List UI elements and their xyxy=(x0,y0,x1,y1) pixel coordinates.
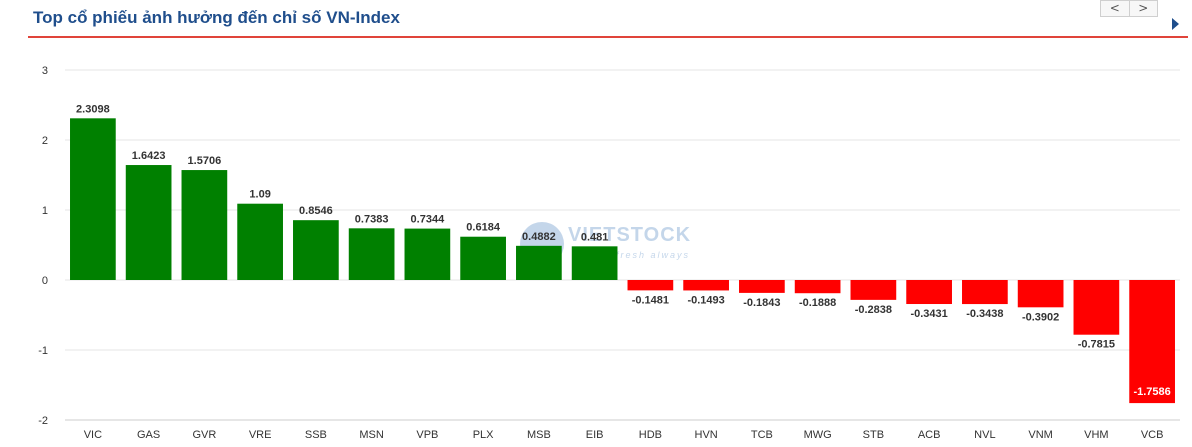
y-tick-label: 0 xyxy=(42,275,48,287)
data-label: 0.8546 xyxy=(299,205,333,217)
chart-header: Top cổ phiếu ảnh hưởng đến chỉ số VN-Ind… xyxy=(0,0,1192,40)
data-label: -0.3902 xyxy=(1022,311,1059,323)
x-tick-label: VPB xyxy=(416,429,438,441)
x-tick-label: STB xyxy=(863,429,884,441)
y-tick-label: -1 xyxy=(38,345,48,357)
x-tick-label: PLX xyxy=(473,429,494,441)
bar xyxy=(1129,280,1175,404)
x-tick-label: VHM xyxy=(1084,429,1108,441)
data-label: 1.6423 xyxy=(132,150,166,162)
data-label: -0.3431 xyxy=(910,308,947,320)
x-tick-label: MWG xyxy=(804,429,832,441)
bar xyxy=(627,280,674,291)
bar-chart: 3 2 1 0 -1 -2 2.3098 VIC 1.6423 GAS 1.5706 GVR 1.09 V… xyxy=(38,65,1180,441)
data-label: 2.3098 xyxy=(76,103,110,115)
bar xyxy=(181,170,228,280)
bar xyxy=(460,236,506,280)
chart-title: Top cổ phiếu ảnh hưởng đến chỉ số VN-Ind… xyxy=(33,8,400,27)
data-label: -1.7586 xyxy=(1133,386,1170,398)
chart-area: VIETSTOCK fresh always 3 2 1 0 -1 -2 2.3098 VIC… xyxy=(0,40,1192,447)
bar xyxy=(293,220,339,280)
data-label: 0.481 xyxy=(581,231,609,243)
x-tick-label: HDB xyxy=(639,429,662,441)
x-tick-label: GVR xyxy=(192,429,216,441)
bar xyxy=(125,165,172,280)
bar xyxy=(1073,280,1120,335)
y-tick-label: -2 xyxy=(38,415,48,427)
bar xyxy=(516,245,562,280)
bar xyxy=(1017,280,1064,308)
x-tick-label: TCB xyxy=(751,429,773,441)
x-tick-label: VNM xyxy=(1028,429,1052,441)
next-page-button[interactable]: > xyxy=(1129,0,1158,17)
x-tick-label: MSB xyxy=(527,429,551,441)
x-tick-label: MSN xyxy=(359,429,384,441)
bar xyxy=(70,118,116,281)
bar xyxy=(237,203,283,280)
bar xyxy=(739,280,785,293)
y-tick-label: 2 xyxy=(42,135,48,147)
data-label: -0.2838 xyxy=(855,304,892,316)
data-label: 1.09 xyxy=(249,189,270,201)
bar xyxy=(962,280,1008,305)
next-arrow-icon[interactable] xyxy=(1172,18,1179,30)
data-label: 0.6184 xyxy=(466,222,501,234)
data-label: -0.7815 xyxy=(1078,339,1115,351)
prev-page-button[interactable]: < xyxy=(1100,0,1130,17)
y-tick-label: 1 xyxy=(42,205,48,217)
pager: < > xyxy=(1100,0,1158,17)
x-tick-label: VIC xyxy=(84,429,102,441)
bar xyxy=(404,228,451,280)
x-tick-label: SSB xyxy=(305,429,327,441)
data-label: 0.7383 xyxy=(355,213,389,225)
x-tick-label: NVL xyxy=(974,429,995,441)
data-label: -0.1888 xyxy=(799,297,836,309)
y-tick-label: 3 xyxy=(42,65,48,77)
title-underline xyxy=(28,36,1188,38)
data-label: -0.1843 xyxy=(743,297,780,309)
x-tick-label: VRE xyxy=(249,429,272,441)
x-tick-label: VCB xyxy=(1141,429,1164,441)
data-label: -0.1493 xyxy=(687,294,724,306)
data-label: 0.4882 xyxy=(522,231,556,243)
bar xyxy=(571,246,618,280)
data-label: -0.3438 xyxy=(966,308,1003,320)
data-label: 0.7344 xyxy=(411,214,446,226)
x-tick-label: EIB xyxy=(586,429,604,441)
x-tick-label: HVN xyxy=(695,429,718,441)
bar xyxy=(683,280,729,291)
x-tick-label: ACB xyxy=(918,429,941,441)
bar xyxy=(850,280,897,300)
bar xyxy=(906,280,952,305)
bar xyxy=(794,280,841,294)
x-tick-label: GAS xyxy=(137,429,160,441)
data-label: 1.5706 xyxy=(188,155,222,167)
bar xyxy=(348,228,395,280)
data-label: -0.1481 xyxy=(632,294,669,306)
